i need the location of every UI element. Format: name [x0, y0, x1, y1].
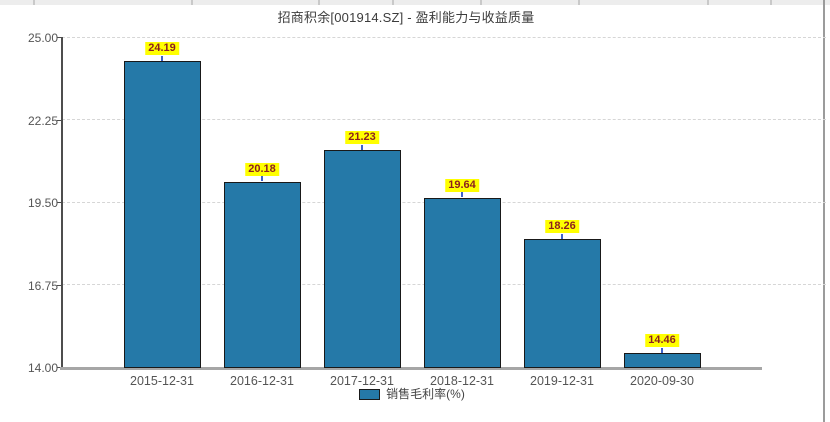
toolbar-separator — [480, 0, 482, 5]
x-tick-label: 2016-12-31 — [230, 374, 294, 388]
toolbar-separator — [578, 0, 580, 5]
value-label-connector — [261, 176, 263, 182]
legend: 销售毛利率(%) — [62, 388, 762, 400]
value-label-connector — [361, 144, 363, 150]
bar-value-label: 20.18 — [245, 162, 279, 176]
bar-value-label: 14.46 — [645, 334, 679, 348]
legend-item-gross-margin[interactable]: 销售毛利率(%) — [359, 388, 465, 400]
legend-label: 销售毛利率(%) — [386, 387, 465, 401]
y-axis-tick — [57, 367, 62, 368]
bar-value-label: 18.26 — [545, 220, 579, 234]
bar-value-label: 19.64 — [445, 178, 479, 192]
bar[interactable] — [123, 61, 201, 368]
y-tick-label: 16.75 — [27, 278, 58, 293]
toolbar-separator — [33, 0, 35, 5]
toolbar-separator — [318, 0, 320, 5]
toolbar-separator — [770, 0, 772, 5]
legend-swatch-icon — [359, 388, 381, 400]
toolbar-separator — [392, 0, 394, 5]
bar-value-label: 24.19 — [145, 42, 179, 56]
bar-value-label: 21.23 — [345, 131, 379, 145]
x-tick-label: 2019-12-31 — [530, 374, 594, 388]
value-label-connector — [461, 192, 463, 198]
x-tick-label: 2015-12-31 — [130, 374, 194, 388]
bar[interactable] — [523, 239, 601, 368]
y-tick-label: 22.25 — [27, 113, 58, 128]
y-axis-tick — [57, 202, 62, 203]
bar[interactable] — [623, 353, 701, 368]
y-tick-label: 25.00 — [27, 31, 58, 45]
value-label-connector — [561, 233, 563, 239]
y-axis-tick — [57, 37, 62, 38]
y-axis-line — [61, 37, 63, 367]
bar[interactable] — [423, 197, 501, 368]
grid-line — [62, 36, 826, 38]
toolbar-edge-strip — [0, 0, 830, 5]
toolbar-separator — [191, 0, 193, 5]
value-label-connector — [661, 347, 663, 353]
y-tick-label: 14.00 — [27, 361, 58, 375]
window-right-border — [823, 0, 825, 422]
bar[interactable] — [223, 181, 301, 368]
chart-title: 招商积余[001914.SZ] - 盈利能力与收益质量 — [277, 10, 535, 25]
x-tick-label: 2018-12-31 — [430, 374, 494, 388]
toolbar-separator — [707, 0, 709, 5]
value-label-connector — [161, 55, 163, 61]
y-tick-label: 19.50 — [27, 196, 58, 210]
y-axis-tick — [57, 119, 62, 121]
x-tick-label: 2020-09-30 — [630, 374, 694, 388]
x-tick-label: 2017-12-31 — [330, 374, 394, 388]
bar[interactable] — [323, 150, 401, 368]
x-axis-line — [60, 367, 762, 370]
grid-line — [62, 119, 826, 120]
y-axis-tick — [57, 284, 62, 286]
